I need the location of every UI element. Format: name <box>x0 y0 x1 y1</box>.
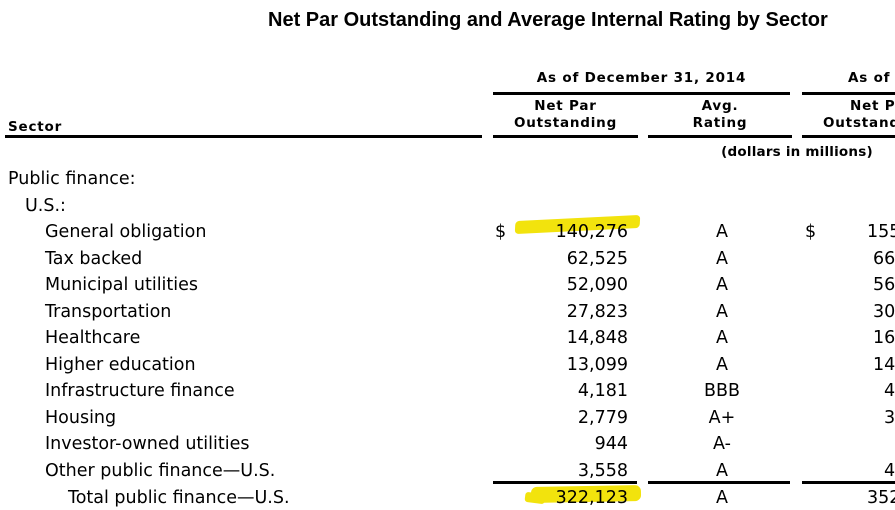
avg-rating-value: A <box>716 461 728 482</box>
avg-rating-value: A+ <box>708 407 736 428</box>
net-par-2013-value-truncated: 352 <box>867 487 895 508</box>
table-row: General obligation $140,276 A $155 <box>0 219 895 246</box>
net-par-2013-value-truncated: 56 <box>873 275 895 296</box>
rule-under-2013-group <box>802 92 895 95</box>
net-par-2013-header-line2-truncated: Outstand <box>823 115 895 131</box>
sector-label: Healthcare <box>45 328 141 349</box>
avg-rating-value: BBB <box>703 381 741 402</box>
sector-label: U.S.: <box>25 195 66 216</box>
avg-rating-value: A <box>716 301 728 322</box>
net-par-2013-value-truncated: 14 <box>873 354 895 375</box>
rule-under-net-par-header <box>493 135 638 138</box>
sector-label: Investor-owned utilities <box>45 434 250 455</box>
net-par-2013-value-truncated: 4 <box>884 381 895 402</box>
avg-rating-value: A- <box>713 434 731 455</box>
rule-under-sector-header <box>5 135 482 138</box>
table-row: Infrastructure finance 4,181 BBB 4 <box>0 378 895 405</box>
net-par-2014-value: 14,848 <box>566 328 628 349</box>
net-par-header-line2: Outstanding <box>513 115 618 131</box>
sector-label: Higher education <box>45 354 196 375</box>
avg-rating-value: A <box>716 328 728 349</box>
rule-under-avg-rating-header <box>648 135 792 138</box>
table-row: Municipal utilities 52,090 A 56 <box>0 272 895 299</box>
avg-rating-value: A <box>716 248 728 269</box>
avg-rating-header-line1: Avg. <box>701 98 739 114</box>
table-row: Higher education 13,099 A 14 <box>0 352 895 379</box>
sector-label: Public finance: <box>8 169 136 189</box>
total-separator-2013 <box>802 481 895 484</box>
table-row: Other public finance—U.S. 3,558 A 4 <box>0 458 895 485</box>
avg-rating-header-line2: Rating <box>692 115 748 131</box>
table-row: Investor-owned utilities 944 A- <box>0 431 895 458</box>
sector-label: Housing <box>45 407 117 428</box>
sector-label: Total public finance—U.S. <box>68 487 290 508</box>
sector-label: Infrastructure finance <box>45 381 235 402</box>
sector-label: Municipal utilities <box>45 275 199 296</box>
total-separator-avg-rating <box>648 481 790 484</box>
net-par-2014-value: 13,099 <box>566 354 628 375</box>
units-note: (dollars in millions) <box>721 144 873 160</box>
net-par-2013-value-truncated: 66 <box>873 248 895 269</box>
table-row: Public finance: <box>0 166 895 193</box>
table-row: Housing 2,779 A+ 3 <box>0 405 895 432</box>
net-par-2013-header-line1-truncated: Net Pa <box>850 98 895 114</box>
net-par-2014-value: 27,823 <box>566 301 628 322</box>
sector-label: Other public finance—U.S. <box>45 461 276 482</box>
avg-rating-value: A <box>716 275 728 296</box>
net-par-2013-value-truncated: 30 <box>873 301 895 322</box>
table-body: Public finance: U.S.: General obligation $1… <box>0 166 895 510</box>
table-row-total: Total public finance—U.S. 322,123 A 352 <box>0 485 895 510</box>
net-par-2014-value: 3,558 <box>577 461 628 482</box>
net-par-2014-value: 52,090 <box>566 275 628 296</box>
table-row: U.S.: <box>0 193 895 220</box>
sector-label: Transportation <box>45 301 172 322</box>
page-title: Net Par Outstanding and Average Internal… <box>268 9 828 31</box>
net-par-2014-value: 140,276 <box>555 222 628 243</box>
net-par-2013-value-truncated: 4 <box>884 461 895 482</box>
avg-rating-value: A <box>716 222 728 243</box>
avg-rating-value: A <box>716 487 728 508</box>
table-row: Tax backed 62,525 A 66 <box>0 246 895 273</box>
dollar-sign-2013: $ <box>805 222 817 243</box>
rule-under-2013-net-par-header <box>802 135 895 138</box>
column-group-2013-truncated: As of <box>848 70 891 86</box>
net-par-2014-value: 944 <box>594 434 628 455</box>
column-group-2014: As of December 31, 2014 <box>536 70 747 86</box>
sector-label: General obligation <box>45 222 207 243</box>
net-par-2014-value: 62,525 <box>566 248 628 269</box>
net-par-2013-value-truncated: 16 <box>873 328 895 349</box>
sector-column-header: Sector <box>8 119 63 135</box>
net-par-2014-value: 2,779 <box>577 407 628 428</box>
net-par-2014-value: 4,181 <box>577 381 628 402</box>
rule-under-2014-group <box>493 92 790 95</box>
dollar-sign-2014: $ <box>495 222 507 243</box>
net-par-2013-value-truncated: 3 <box>884 407 895 428</box>
net-par-2014-value: 322,123 <box>555 487 628 508</box>
total-separator-net-par <box>493 481 637 484</box>
net-par-2013-value-truncated: 155 <box>867 222 895 243</box>
avg-rating-value: A <box>716 354 728 375</box>
net-par-header-line1: Net Par <box>534 98 597 114</box>
sector-label: Tax backed <box>45 248 143 269</box>
table-row: Transportation 27,823 A 30 <box>0 299 895 326</box>
table-row: Healthcare 14,848 A 16 <box>0 325 895 352</box>
